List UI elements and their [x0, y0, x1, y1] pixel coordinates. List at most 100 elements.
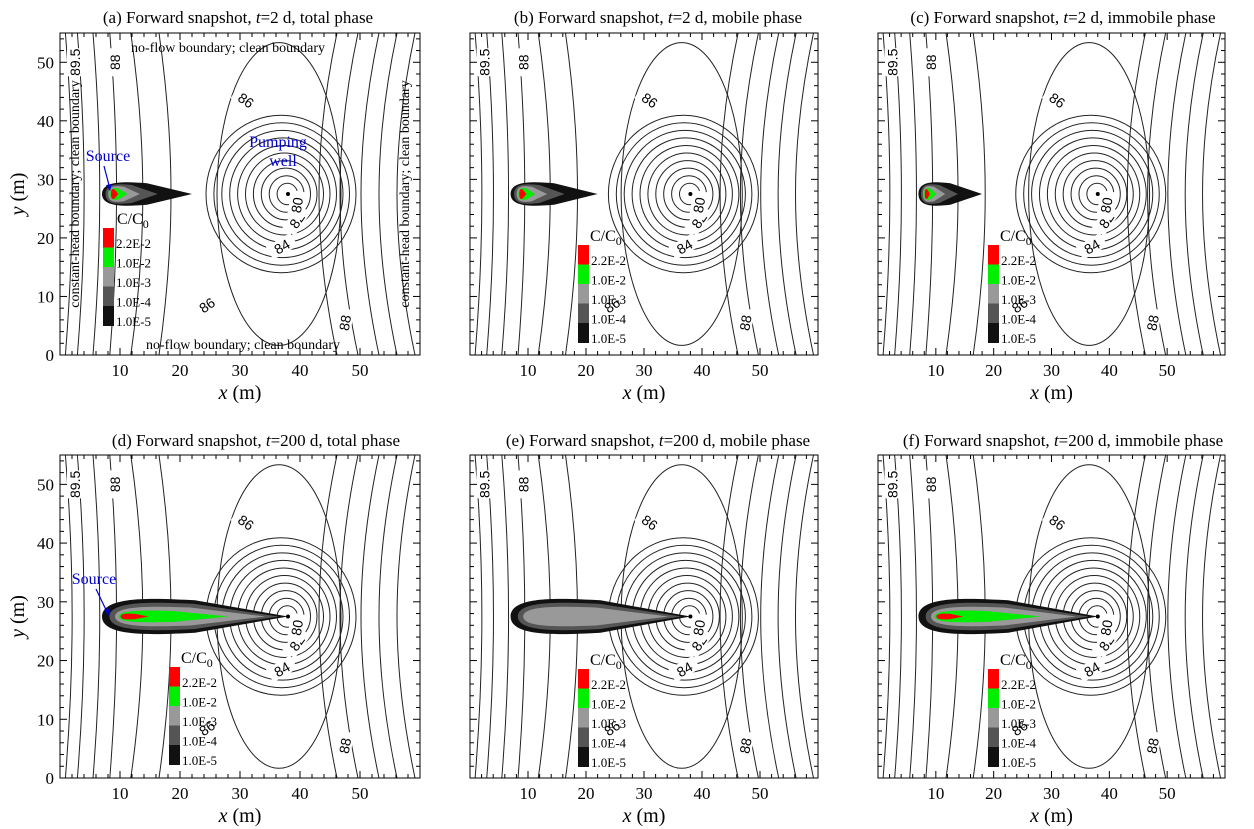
x-tick-label: 20 [985, 361, 1002, 380]
head-contour [396, 33, 416, 355]
head-contour [64, 455, 73, 778]
contour-label-bg [515, 48, 531, 77]
panel-title: (d) Forward snapshot, t=200 d, total pha… [112, 431, 400, 450]
x-tick-label: 30 [232, 784, 249, 803]
contour-label: 88 [336, 314, 354, 332]
contour-label: 88 [515, 54, 531, 70]
legend-title-main: C/C [590, 652, 616, 669]
contour-label: 88 [923, 476, 939, 492]
pumping-well-marker [688, 192, 693, 196]
contour-label-bg [1041, 507, 1074, 537]
contour-label: 80 [288, 196, 306, 214]
contour-label: 80 [690, 196, 708, 214]
head-contour [795, 455, 814, 778]
head-contour [1147, 33, 1167, 355]
x-tick-label: 40 [292, 784, 309, 803]
contour-label-bg [1096, 189, 1116, 221]
x-axis-var: x [622, 382, 632, 404]
y-tick-label: 50 [37, 53, 54, 72]
x-tick-label: 50 [752, 784, 769, 803]
legend-swatch [578, 727, 589, 748]
y-axis-label: y (m) [7, 173, 29, 218]
head-contour [92, 33, 101, 355]
contour-label: 80 [1097, 618, 1115, 636]
plume-band-2.2E-2 [519, 189, 527, 199]
panel-title: (f) Forward snapshot, t=200 d, immobile … [903, 431, 1223, 450]
x-tick-label: 30 [636, 361, 653, 380]
contour-label-group: 84 [1075, 655, 1108, 683]
contour-label-bg [634, 85, 666, 115]
x-tick-label: 30 [232, 361, 249, 380]
head-contour [360, 33, 380, 355]
head-contour [378, 455, 398, 778]
contour-label: 88 [336, 736, 354, 754]
contour-label-group: 86 [1003, 290, 1036, 320]
contour-label-bg [1091, 626, 1121, 659]
x-axis-unit: (m) [632, 805, 666, 827]
legend-swatch [578, 245, 589, 265]
x-tick-label: 40 [1101, 784, 1118, 803]
contour-label: 88 [736, 314, 754, 332]
legend-title: C/C0 [181, 650, 213, 670]
annotation-top-boundary: no-flow boundary; clean boundary [131, 41, 325, 56]
legend-swatch [988, 727, 999, 748]
contour-label-bg [735, 307, 755, 338]
legend-title-sub: 0 [207, 656, 213, 670]
legend-label: 1.0E-4 [116, 295, 152, 310]
contour-label-bg [688, 189, 709, 221]
x-tick-label: 10 [112, 361, 129, 380]
title-prefix: (d) Forward snapshot, [112, 431, 266, 450]
head-contour-ring [205, 114, 357, 274]
legend-label: 2.2E-2 [182, 675, 217, 690]
x-tick-label: 10 [520, 361, 537, 380]
legend-title: C/C0 [1000, 228, 1032, 248]
contour-label-bg [668, 655, 701, 683]
head-contour [92, 455, 101, 778]
y-axis-label: y (m) [7, 595, 29, 640]
title-suffix: =200 d, mobile phase [664, 431, 811, 450]
head-contour-ring [607, 114, 759, 274]
contour-label-bg [1003, 713, 1036, 742]
contour-label-bg [282, 204, 311, 236]
legend-label: 1.0E-5 [591, 755, 626, 770]
x-tick-label: 40 [292, 361, 309, 380]
panel-title: (e) Forward snapshot, t=200 d, mobile ph… [506, 431, 810, 450]
legend-swatch [578, 303, 589, 324]
contour-label: 89.5 [477, 48, 493, 75]
contour-label-group: 84 [668, 232, 701, 260]
head-contour-ring [221, 129, 344, 259]
y-tick-label: 20 [37, 652, 54, 671]
contour-label-bg [286, 189, 307, 221]
pumping-well-marker [286, 192, 290, 196]
x-tick-label: 20 [172, 361, 189, 380]
contour-label: 84 [1081, 236, 1103, 258]
contour-label-group: 88 [515, 470, 531, 499]
x-axis-var: x [1029, 805, 1039, 827]
head-contour-86 [216, 42, 342, 346]
contour-label-bg [265, 655, 298, 683]
contour-label-group: 86 [230, 85, 263, 115]
contour-label: 88 [107, 476, 123, 492]
x-axis-var: x [218, 805, 228, 827]
pumping-well-marker [1095, 192, 1100, 196]
legend-title-sub: 0 [1026, 658, 1032, 672]
legend-label: 1.0E-4 [1001, 736, 1037, 751]
head-contour [318, 33, 338, 355]
contour-label-group: 80 [286, 189, 307, 221]
x-axis-label: x (m) [218, 805, 262, 827]
x-axis-label: x (m) [1029, 382, 1073, 404]
y-tick-label: 40 [37, 112, 54, 131]
legend-title-main: C/C [590, 228, 616, 245]
head-contour-ring [213, 122, 351, 266]
legend-swatch [988, 303, 999, 324]
head-contour [486, 33, 494, 355]
contour-label-group: 89.5 [67, 470, 83, 499]
legend-swatch [169, 725, 180, 746]
head-contour [1147, 455, 1167, 778]
legend-label: 1.0E-3 [182, 714, 217, 729]
